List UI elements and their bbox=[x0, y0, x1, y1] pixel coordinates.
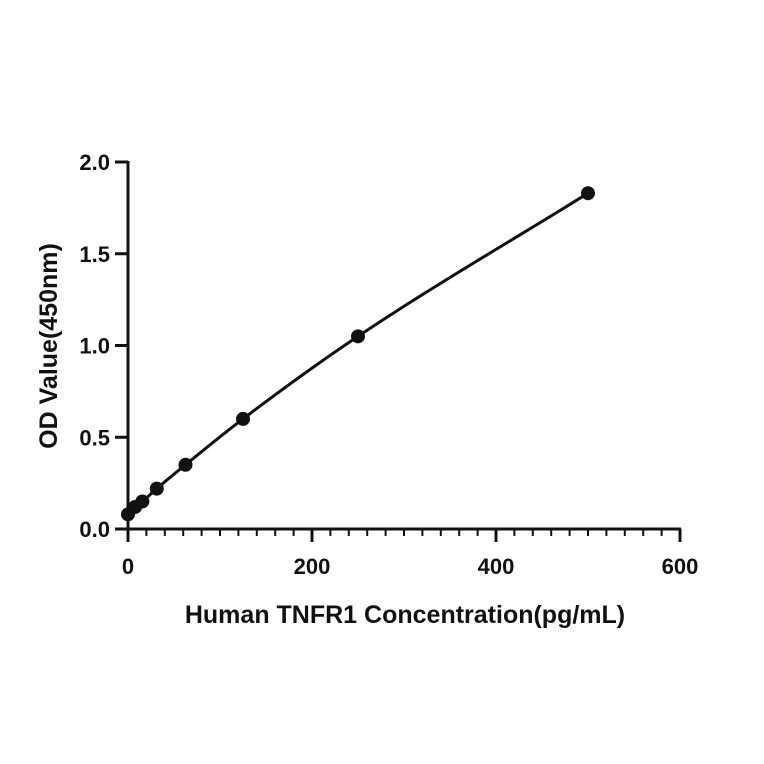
data-points bbox=[121, 186, 595, 522]
data-point bbox=[178, 457, 193, 472]
x-tick-label: 400 bbox=[478, 554, 515, 579]
y-tick-label: 1.0 bbox=[79, 334, 110, 359]
y-tick-label: 0.0 bbox=[79, 517, 110, 542]
tick-labels: 0 200 400 600 0.0 0.5 1.0 1.5 2.0 bbox=[79, 150, 698, 579]
data-point bbox=[135, 494, 150, 509]
data-point bbox=[149, 481, 164, 496]
y-axis-title: OD Value(450nm) bbox=[35, 243, 63, 449]
y-tick-label: 1.5 bbox=[79, 242, 110, 267]
y-tick-label: 0.5 bbox=[79, 425, 110, 450]
fitted-curve bbox=[126, 191, 589, 516]
y-tick-label: 2.0 bbox=[79, 150, 110, 175]
data-point bbox=[236, 411, 250, 426]
data-point bbox=[581, 186, 595, 201]
x-tick-label: 200 bbox=[294, 554, 331, 579]
data-point bbox=[351, 329, 365, 344]
x-tick-label: 0 bbox=[122, 554, 134, 579]
x-axis-title: Human TNFR1 Concentration(pg/mL) bbox=[185, 601, 625, 629]
major-ticks bbox=[115, 160, 682, 542]
x-tick-label: 600 bbox=[662, 554, 699, 579]
